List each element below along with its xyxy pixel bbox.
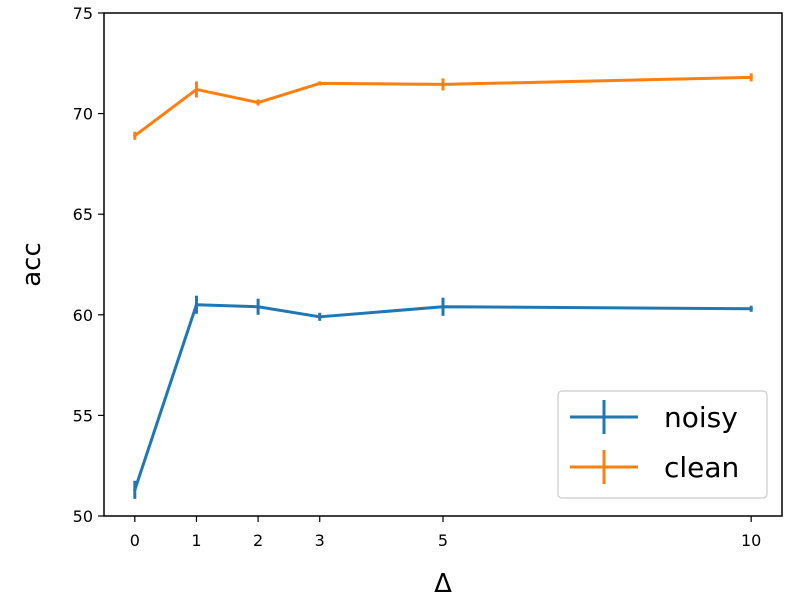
x-tick-label: 1 bbox=[191, 531, 201, 550]
x-tick-label: 3 bbox=[315, 531, 325, 550]
data-point bbox=[133, 488, 137, 492]
data-point bbox=[749, 75, 753, 79]
series-layer bbox=[133, 73, 753, 499]
y-axis-ticks: 50 55 60 65 70 75 bbox=[73, 4, 104, 526]
series-clean bbox=[133, 73, 753, 140]
y-tick-label: 55 bbox=[73, 406, 93, 425]
x-tick-label: 10 bbox=[741, 531, 761, 550]
series-line-noisy bbox=[133, 303, 752, 491]
y-axis-label: acc bbox=[17, 242, 47, 287]
x-tick-label: 5 bbox=[438, 531, 448, 550]
data-point bbox=[749, 307, 753, 311]
data-point bbox=[256, 100, 260, 105]
plot-frame bbox=[103, 12, 783, 517]
series-noisy bbox=[133, 295, 753, 499]
y-tick-label: 65 bbox=[73, 205, 93, 224]
data-point bbox=[318, 81, 322, 86]
x-axis-label: Δ bbox=[434, 569, 452, 599]
data-point bbox=[441, 82, 445, 87]
data-point bbox=[194, 87, 199, 92]
y-tick-label: 75 bbox=[73, 4, 93, 23]
x-tick-label: 2 bbox=[253, 531, 263, 550]
data-point bbox=[441, 305, 445, 309]
data-point bbox=[133, 134, 137, 138]
y-tick-label: 70 bbox=[73, 105, 93, 124]
x-axis-ticks: 0 1 2 3 5 10 bbox=[130, 516, 761, 550]
y-tick-label: 60 bbox=[73, 306, 93, 325]
x-tick-label: 0 bbox=[130, 531, 140, 550]
data-point bbox=[318, 315, 322, 319]
y-tick-label: 50 bbox=[73, 507, 93, 526]
data-point bbox=[194, 303, 199, 307]
legend-label-clean: clean bbox=[664, 451, 739, 484]
legend: noisy clean bbox=[557, 390, 768, 499]
data-point bbox=[256, 305, 260, 309]
legend-label-noisy: noisy bbox=[664, 401, 738, 434]
series-line-clean bbox=[133, 75, 752, 137]
